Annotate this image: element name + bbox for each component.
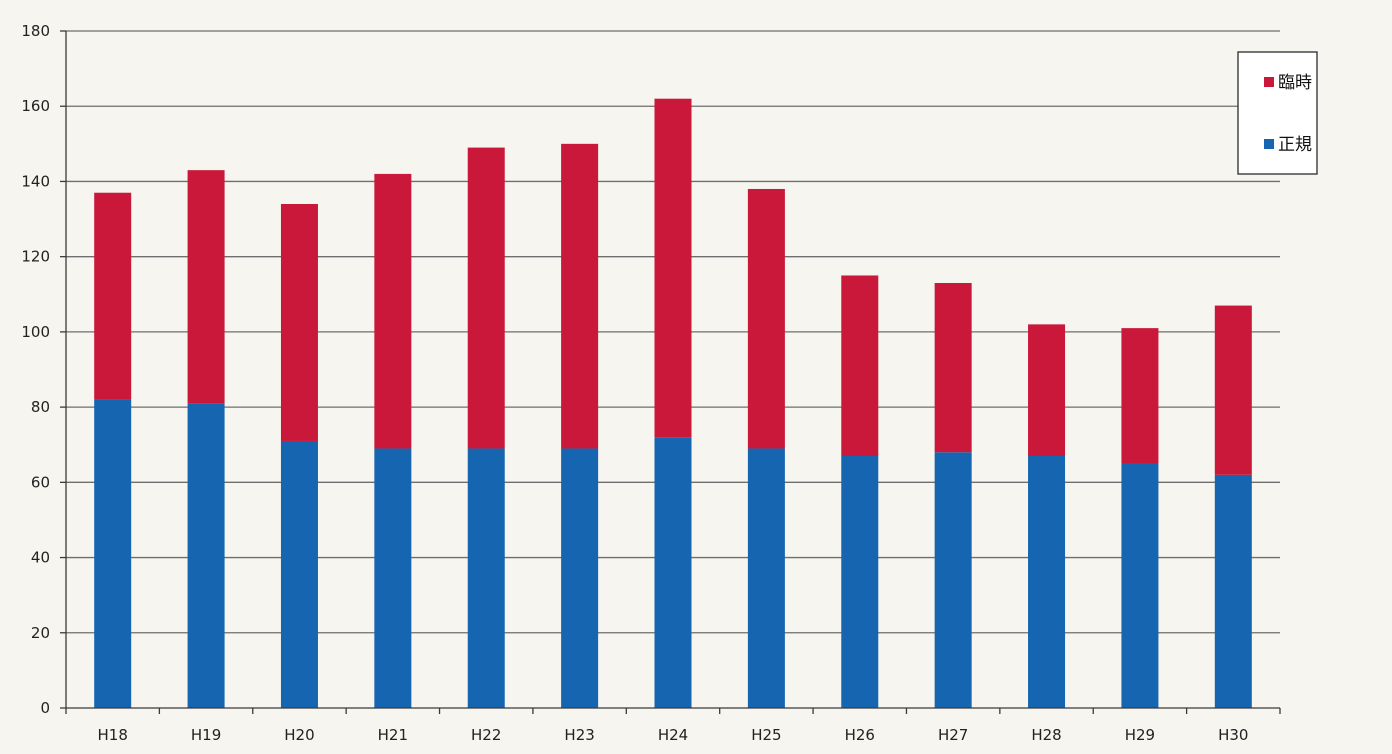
legend-label: 正規 — [1278, 135, 1312, 155]
y-tick-label: 100 — [21, 323, 50, 341]
bar-H29-rinji — [1121, 328, 1159, 464]
x-tick-label: H20 — [284, 726, 314, 744]
bar-H28-seiki — [1028, 456, 1066, 708]
bar-H30-seiki — [1214, 474, 1252, 708]
x-tick-labels: H18 H19 H20 H21 H22 H23 H24 H25 H26 H27 H28 H29 H30 — [98, 726, 1249, 744]
y-tick-labels: 0 20 40 60 80 100 120 140 160 180 — [21, 22, 50, 717]
bar-H21-seiki — [374, 448, 412, 708]
bar-H19-seiki — [187, 403, 225, 708]
x-tick-label: H18 — [98, 726, 128, 744]
legend-swatch — [1264, 139, 1274, 149]
x-tick-label: H23 — [564, 726, 594, 744]
x-tick-label: H24 — [658, 726, 688, 744]
x-tick-label: H22 — [471, 726, 501, 744]
bar-H24-seiki — [654, 437, 692, 708]
bars — [94, 98, 1252, 708]
bar-H21-rinji — [374, 173, 412, 449]
bar-H20-rinji — [280, 204, 318, 441]
bar-H30-rinji — [1214, 305, 1252, 475]
y-tick-label: 20 — [31, 624, 50, 642]
bar-H22-rinji — [467, 147, 505, 449]
legend-box — [1237, 51, 1318, 175]
bar-H28-rinji — [1028, 324, 1066, 457]
bar-H27-rinji — [934, 282, 972, 453]
bar-H25-rinji — [747, 188, 785, 449]
axes — [60, 30, 1281, 714]
y-tick-label: 140 — [21, 172, 50, 190]
bar-H23-seiki — [561, 448, 599, 708]
x-tick-label: H25 — [751, 726, 781, 744]
x-tick-label: H29 — [1125, 726, 1155, 744]
x-tick-label: H30 — [1218, 726, 1248, 744]
legend-swatch — [1264, 77, 1274, 87]
bar-H29-seiki — [1121, 463, 1159, 708]
bar-H23-rinji — [561, 143, 599, 449]
y-tick-label: 80 — [31, 398, 50, 416]
y-tick-label: 160 — [21, 97, 50, 115]
y-tick-label: 120 — [21, 248, 50, 266]
bar-H26-rinji — [841, 275, 879, 457]
x-tick-label: H26 — [845, 726, 875, 744]
bar-H18-seiki — [94, 399, 132, 708]
x-tick-label: H27 — [938, 726, 968, 744]
bar-H22-seiki — [467, 448, 505, 708]
bar-H18-rinji — [94, 192, 132, 400]
y-tick-label: 40 — [31, 549, 50, 567]
bar-H27-seiki — [934, 452, 972, 708]
y-tick-label: 180 — [21, 22, 50, 40]
bar-H24-rinji — [654, 98, 692, 438]
bar-H20-seiki — [280, 440, 318, 708]
y-tick-label: 0 — [40, 699, 50, 717]
bar-H26-seiki — [841, 456, 879, 708]
y-tick-label: 60 — [31, 473, 50, 491]
legend-label: 臨時 — [1278, 73, 1312, 93]
x-tick-label: H28 — [1031, 726, 1061, 744]
bar-H25-seiki — [747, 448, 785, 708]
x-tick-label: H21 — [378, 726, 408, 744]
x-tick-label: H19 — [191, 726, 221, 744]
bar-H19-rinji — [187, 170, 225, 404]
